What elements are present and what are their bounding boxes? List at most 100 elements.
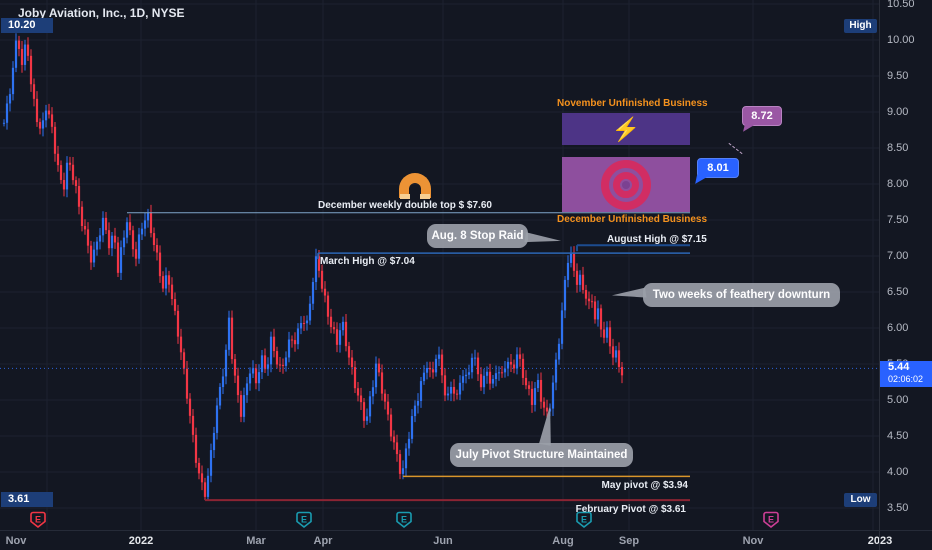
candle-body	[560, 310, 564, 344]
last-price-value: 5.44	[888, 361, 910, 373]
candle-body	[164, 275, 168, 289]
candle-body	[266, 364, 270, 370]
november-unfinished-business-label[interactable]: November Unfinished Business	[557, 98, 708, 109]
price-tick: 6.00	[887, 322, 909, 334]
bullseye-inner-ring	[613, 171, 639, 198]
magnet-arch	[399, 173, 431, 198]
december-unfinished-business-label[interactable]: December Unfinished Business	[557, 214, 708, 225]
candle-body	[8, 94, 12, 104]
candle-body	[578, 274, 582, 285]
stop-raid-callout[interactable]: Aug. 8 Stop Raid	[427, 224, 562, 248]
candle-body	[185, 368, 189, 399]
candle-body	[482, 375, 486, 388]
earnings-marker-icon[interactable]: E	[763, 511, 779, 529]
candle-body	[401, 468, 405, 474]
february-pivot-annotation[interactable]: February Pivot @ $3.61	[575, 504, 686, 515]
candle-body	[209, 450, 213, 476]
earnings-marker-icon[interactable]: E	[396, 511, 412, 529]
candlestick-chart[interactable]	[0, 0, 879, 530]
candle-body	[2, 122, 6, 124]
price-callout-801[interactable]: 8.01	[695, 158, 739, 186]
price-axis-border	[879, 0, 880, 550]
candle-body	[512, 364, 516, 369]
price-tick: 8.00	[887, 178, 909, 190]
candle-body	[41, 120, 45, 129]
price-tick: 6.50	[887, 286, 909, 298]
candle-body	[539, 379, 543, 402]
downturn-callout[interactable]: Two weeks of feathery downturn	[611, 283, 840, 307]
price-tick: 3.50	[887, 502, 909, 514]
candle-body	[485, 371, 489, 376]
high-price-axis-value: 10.20	[1, 18, 53, 33]
candle-body	[380, 372, 384, 394]
candle-body	[491, 379, 495, 384]
symbol-title[interactable]: Joby Aviation, Inc., 1D, NYSE	[18, 6, 185, 20]
candle-body	[596, 308, 600, 320]
candle-body	[95, 241, 99, 250]
candle-body	[620, 366, 624, 376]
time-label: 2022	[128, 535, 154, 547]
candle-body	[365, 416, 369, 421]
earnings-marker-icon[interactable]: E	[576, 511, 592, 529]
candle-body	[68, 162, 72, 165]
candle-body	[287, 339, 291, 358]
candle-body	[206, 475, 210, 497]
time-axis[interactable]: Nov 2022 Mar Apr Jun Aug Sep Nov 2023	[0, 530, 932, 550]
candle-body	[599, 308, 603, 330]
candle-body	[290, 339, 294, 341]
earnings-marker-icon[interactable]: E	[296, 511, 312, 529]
candle-body	[191, 415, 195, 435]
candle-body	[533, 388, 537, 405]
price-callout-872[interactable]: 8.72	[728, 106, 782, 155]
candle-body	[239, 395, 243, 417]
earnings-shield	[576, 511, 592, 529]
may-pivot-annotation[interactable]: May pivot @ $3.94	[601, 480, 688, 491]
candle-body	[299, 323, 303, 329]
earnings-shield	[396, 511, 412, 529]
candle-body	[23, 44, 27, 65]
candle-body	[389, 414, 393, 437]
candle-body	[149, 212, 153, 234]
candle-body	[503, 368, 507, 373]
candle-body	[338, 330, 342, 345]
candle-body	[35, 98, 39, 123]
price-tick: 8.50	[887, 142, 909, 154]
candle-body	[554, 359, 558, 383]
candle-body	[581, 274, 585, 290]
earnings-shield	[763, 511, 779, 529]
candle-body	[71, 164, 75, 181]
candle-body	[152, 233, 156, 246]
candle-body	[248, 373, 252, 384]
price-axis[interactable]: 10.50 10.00 9.50 9.00 8.50 8.00 7.50 7.00 6.50 6.…	[879, 0, 932, 550]
candle-body	[17, 40, 21, 49]
candle-body	[74, 180, 78, 187]
candle-body	[326, 295, 330, 317]
candle-body	[62, 179, 66, 190]
earnings-marker-icon[interactable]: E	[30, 511, 46, 529]
candle-body	[182, 352, 186, 369]
candle-body	[569, 252, 573, 263]
july-pivot-callout[interactable]: July Pivot Structure Maintained	[450, 404, 633, 467]
candle-body	[245, 383, 249, 396]
march-high-annotation[interactable]: March High @ $7.04	[320, 256, 415, 267]
candle-body	[254, 367, 258, 384]
candle-body	[419, 381, 423, 401]
december-unfinished-business-zone[interactable]	[562, 157, 690, 212]
candle-body	[125, 222, 129, 238]
candle-body	[410, 416, 414, 439]
bullseye-icon	[601, 159, 651, 210]
time-label: Aug	[552, 535, 574, 547]
august-high-annotation[interactable]: August High @ $7.15	[607, 234, 707, 245]
double-top-annotation[interactable]: December weekly double top $ $7.60	[318, 200, 492, 211]
candle-body	[251, 367, 255, 374]
candle-body	[278, 364, 282, 366]
november-unfinished-business-zone[interactable]: ⚡	[562, 113, 690, 145]
chart-canvas[interactable]: Joby Aviation, Inc., 1D, NYSE November U…	[0, 0, 879, 530]
candle-body	[434, 358, 438, 373]
candle-body	[53, 126, 57, 154]
candle-body	[140, 228, 144, 235]
price-callout-872-text: 8.72	[751, 110, 773, 122]
time-label: Apr	[313, 535, 333, 547]
lightning-icon: ⚡	[611, 115, 641, 142]
candle-body	[146, 212, 150, 221]
